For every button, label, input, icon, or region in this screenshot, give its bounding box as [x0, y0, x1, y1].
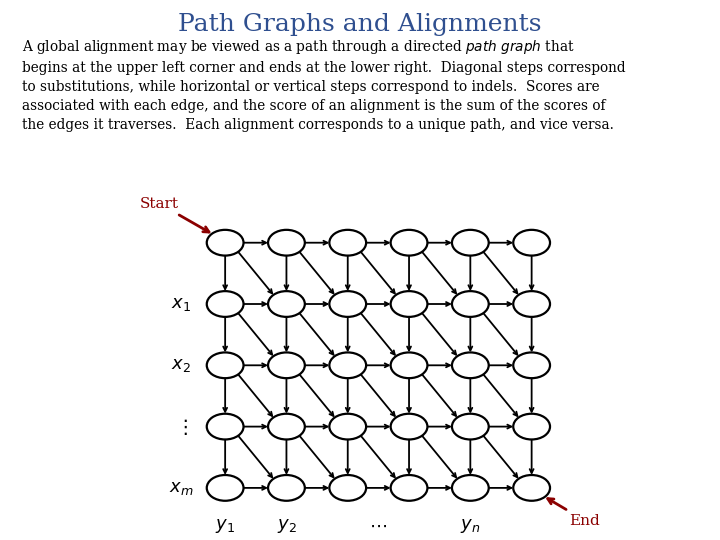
Ellipse shape — [452, 291, 489, 317]
Ellipse shape — [268, 353, 305, 378]
Text: Start: Start — [140, 197, 209, 232]
Ellipse shape — [268, 475, 305, 501]
Ellipse shape — [452, 475, 489, 501]
Ellipse shape — [329, 291, 366, 317]
Ellipse shape — [329, 353, 366, 378]
Text: $x_2$: $x_2$ — [171, 356, 191, 374]
Text: $y_1$: $y_1$ — [215, 517, 235, 535]
Ellipse shape — [391, 414, 428, 440]
Text: $y_n$: $y_n$ — [460, 517, 480, 535]
Ellipse shape — [268, 414, 305, 440]
Text: End: End — [548, 498, 600, 528]
Ellipse shape — [329, 230, 366, 255]
Ellipse shape — [513, 475, 550, 501]
Ellipse shape — [268, 230, 305, 255]
Ellipse shape — [452, 353, 489, 378]
Text: Path Graphs and Alignments: Path Graphs and Alignments — [179, 14, 541, 37]
Ellipse shape — [329, 475, 366, 501]
Ellipse shape — [452, 230, 489, 255]
Ellipse shape — [513, 414, 550, 440]
Text: $\vdots$: $\vdots$ — [175, 416, 187, 437]
Ellipse shape — [207, 291, 243, 317]
Ellipse shape — [207, 475, 243, 501]
Text: $y_2$: $y_2$ — [276, 517, 297, 535]
Text: A global alignment may be viewed as a path through a directed $\mathit{path\ gra: A global alignment may be viewed as a pa… — [22, 38, 625, 132]
Ellipse shape — [513, 230, 550, 255]
Ellipse shape — [207, 353, 243, 378]
Text: $x_m$: $x_m$ — [168, 479, 193, 497]
Ellipse shape — [391, 291, 428, 317]
Ellipse shape — [452, 414, 489, 440]
Ellipse shape — [207, 414, 243, 440]
Ellipse shape — [391, 353, 428, 378]
Ellipse shape — [391, 230, 428, 255]
Ellipse shape — [513, 291, 550, 317]
Ellipse shape — [268, 291, 305, 317]
Text: $x_1$: $x_1$ — [171, 295, 191, 313]
Text: $\cdots$: $\cdots$ — [369, 517, 387, 535]
Ellipse shape — [207, 230, 243, 255]
Ellipse shape — [391, 475, 428, 501]
Ellipse shape — [329, 414, 366, 440]
Ellipse shape — [513, 353, 550, 378]
